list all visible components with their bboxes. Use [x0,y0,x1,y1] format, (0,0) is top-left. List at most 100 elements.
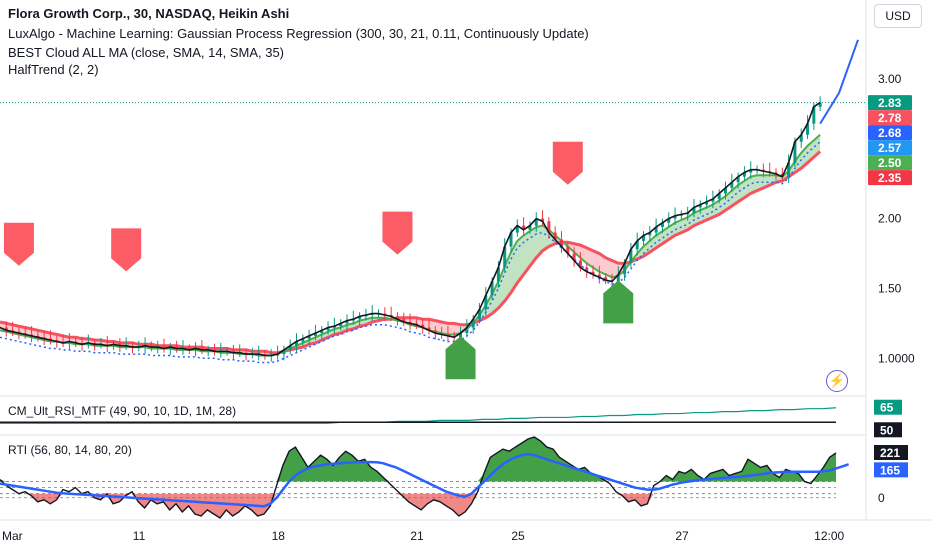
candle-body [465,327,469,334]
price-label: 2.50 [878,156,902,170]
cloud-segment [757,175,764,191]
price-label: 2.68 [878,126,902,140]
candle-body [295,341,299,346]
candle-body [553,232,557,240]
candle-body [339,323,343,327]
candle-body [541,218,545,222]
y-tick-label: 2.00 [878,212,902,226]
candle-body [395,316,399,320]
candle-body [673,215,677,219]
cloud-segment [441,321,448,335]
candle-body [717,193,721,200]
candle-body [667,218,671,223]
candle-body [528,225,532,230]
candle-body [307,335,311,339]
candle-body [471,319,475,328]
gpr-forecast-line [819,39,859,125]
price-label: 2.35 [878,171,902,185]
candle-body [578,260,582,268]
candle-body [547,221,551,233]
x-tick-label: 21 [410,529,424,543]
price-label-bg [868,125,912,141]
candle-body [597,274,601,278]
buy-marker [445,336,476,380]
x-tick-label: 27 [675,529,689,543]
rsi-value-label: 65 [880,401,894,415]
cloud-segment [574,243,581,258]
x-tick-label: 18 [272,529,286,543]
candle-body [320,330,324,334]
cloud-segment [593,250,600,272]
candle-body [4,327,8,331]
currency-button[interactable]: USD [874,4,922,28]
candle-body [698,204,702,208]
symbol-title: Flora Growth Corp., 30, NASDAQ, Heikin A… [8,6,290,21]
candle-body [604,277,608,281]
indicator-halftrend-label: HalfTrend (2, 2) [8,62,99,77]
candle-body [402,319,406,322]
x-tick-label: 25 [511,529,525,543]
price-label-bg [868,95,912,111]
candle-body [660,222,664,227]
candle-body [358,316,362,320]
candle-body [288,345,292,350]
candle-body [623,263,627,275]
candle-body [477,309,481,320]
sell-marker [3,222,34,266]
candle-body [616,274,620,282]
cloud-segment [605,257,612,278]
candle-body [742,172,746,177]
rti-pane-label: RTI (56, 80, 14, 80, 20) [8,443,132,457]
candle-body [345,320,349,324]
rsi-line [0,407,837,424]
candle-body [818,102,822,107]
candle-body [692,207,696,213]
candle-body [572,253,576,261]
candle-body [496,267,500,282]
candle-body [509,232,513,247]
candle-body [635,240,639,250]
price-label-bg [868,110,912,126]
candle-body [629,249,633,264]
candle-body [515,225,519,233]
x-tick-label: Mar [2,529,23,543]
rti-signal-line [0,452,849,508]
cloud-segment [599,253,606,275]
sell-marker [111,228,142,272]
candle-body [503,246,507,268]
price-label-bg [868,170,912,186]
candle-body [799,134,803,142]
candle-body [806,123,810,135]
candle-body [490,281,494,296]
rsi-label-bg [874,422,902,438]
candle-body [566,246,570,254]
candle-body [421,324,425,328]
price-label: 2.57 [878,141,902,155]
rti-overbought-area [0,437,836,482]
candle-body [484,295,488,310]
indicator-gpr-label: LuxAlgo - Machine Learning: Gaussian Pro… [8,26,589,41]
candle-body [559,239,563,247]
cloud-segment [454,323,461,335]
candle-body [433,330,437,334]
candle-body [522,225,526,230]
rti-value-label: 221 [880,446,900,460]
cloud-segment [744,176,751,198]
rti-label-bg [874,462,908,478]
candle-body [427,327,431,331]
candle-body [736,176,740,183]
rsi-pane-label: CM_Ult_RSI_MTF (49, 90, 10, 1D, 1M, 28) [8,404,237,418]
cloud-segment [693,210,701,226]
candle-body [642,235,645,241]
cloud-segment [523,231,530,275]
y-tick-label: 1.50 [878,281,902,295]
lightning-icon[interactable]: ⚡ [826,370,848,392]
rsi-mid-label: 50 [880,423,894,437]
candle-body [724,187,728,194]
candle-body [313,333,317,336]
cloud-segment [429,319,436,332]
rti-zero-label: 0 [878,491,885,505]
candle-body [749,169,753,173]
cloud-segment [511,240,518,293]
